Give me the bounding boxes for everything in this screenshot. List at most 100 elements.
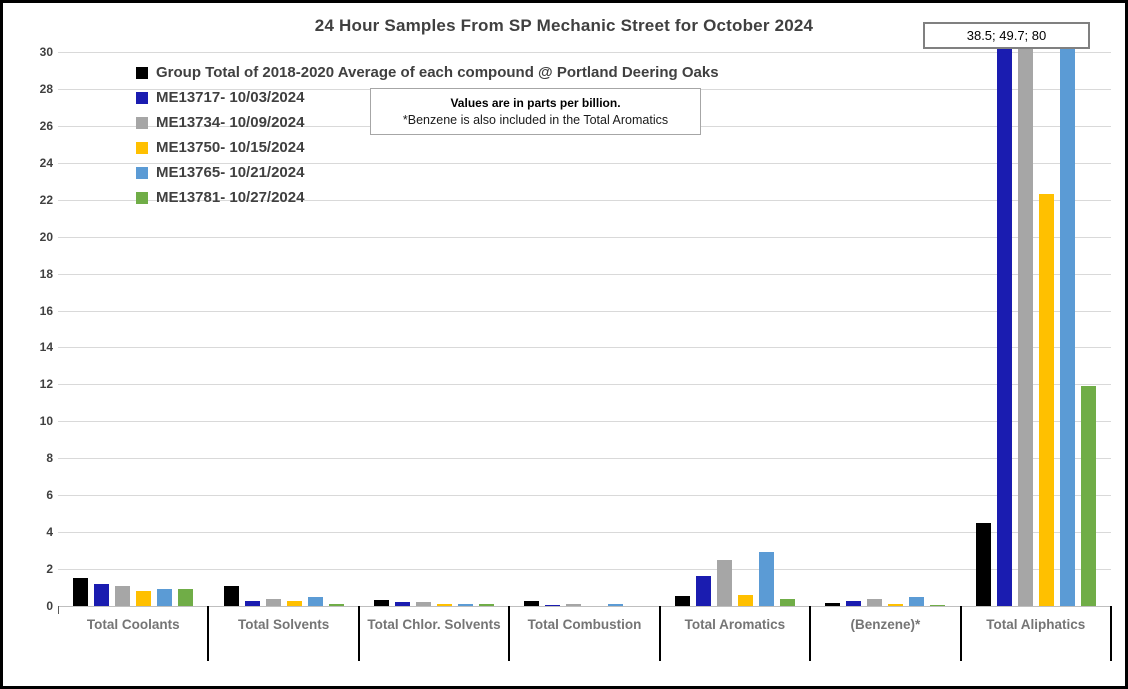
bar [716,559,732,606]
bar [1038,194,1054,606]
legend-label: Group Total of 2018-2020 Average of each… [156,64,719,81]
bar [1080,386,1096,606]
y-tick-label: 28 [39,81,53,96]
legend-swatch [136,91,148,104]
legend-item: ME13765- 10/21/2024 [136,160,719,185]
bar-group [58,52,208,606]
y-tick-label: 16 [39,303,53,318]
y-tick-label: 18 [39,266,53,281]
gridline [58,384,1111,386]
bar [178,589,194,606]
legend-label: ME13781- 10/27/2024 [156,189,305,206]
note-units-line: Values are in parts per billion. [450,96,621,110]
legend-item: ME13750- 10/15/2024 [136,135,719,160]
axis-edge-tick [58,606,59,614]
gridline [58,236,1111,238]
gridline [58,162,1111,164]
gridline [58,273,1111,275]
clipped-values-annotation: 38.5; 49.7; 80 [923,22,1090,49]
bar-group [509,52,659,606]
legend-label: ME13734- 10/09/2024 [156,114,305,131]
bar [416,602,432,606]
gridline [58,569,1111,571]
bar [115,585,131,606]
bar [566,604,582,606]
legend-item: ME13781- 10/27/2024 [136,185,719,210]
bar [930,605,946,606]
category-label: Total Chlor. Solvents [367,617,501,632]
bar [328,604,344,606]
y-tick-label: 8 [46,451,53,466]
x-axis-line [58,606,1111,607]
legend-item: ME13734- 10/09/2024 [136,110,719,135]
bar [395,602,411,606]
bar [825,603,841,606]
bar [867,598,883,606]
bar [1059,43,1075,606]
y-tick-label: 20 [39,229,53,244]
note-benzene-line: *Benzene is also included in the Total A… [402,113,669,127]
legend-swatch [136,166,148,179]
gridline [58,421,1111,423]
bar [737,594,753,606]
y-tick-label: 30 [39,45,53,59]
bar [73,578,89,606]
y-tick-label: 0 [46,599,53,613]
bar [244,601,260,606]
category-label: Total Coolants [86,617,180,632]
group-separator [959,606,962,661]
gridline [58,495,1111,497]
bar [437,604,453,606]
category-label: Total Aliphatics [986,617,1086,632]
category-label: Total Solvents [238,617,330,632]
bar [307,596,323,606]
bar [524,601,540,606]
legend: Group Total of 2018-2020 Average of each… [136,60,719,210]
bar [779,598,795,606]
bar [758,552,774,606]
gridline [58,532,1111,534]
y-tick-label: 4 [46,525,53,540]
bar [695,576,711,606]
category-label: Total Aromatics [684,617,786,632]
gridline [58,347,1111,349]
gridline [58,458,1111,460]
bar [157,589,173,606]
bar [674,595,690,606]
bar [94,583,110,606]
legend-label: ME13750- 10/15/2024 [156,139,305,156]
category-label: Total Combustion [527,617,642,632]
bar-group [810,52,960,606]
bar [608,604,624,606]
y-tick-label: 14 [39,340,53,355]
bar [458,604,474,606]
bar [545,605,561,606]
y-tick-label: 10 [39,414,53,429]
legend-swatch [136,191,148,204]
category-label: (Benzene)* [850,617,921,632]
bar-group [359,52,509,606]
legend-swatch [136,116,148,129]
bar-group [208,52,358,606]
bar [479,604,495,606]
y-tick-label: 22 [39,192,53,207]
bar [136,591,152,606]
group-separator [658,606,661,661]
bar [265,598,281,606]
legend-swatch [136,141,148,154]
y-tick-label: 26 [39,118,53,133]
bar-group [660,52,810,606]
group-separator [508,606,511,661]
y-tick-label: 2 [46,562,53,577]
group-separator [357,606,360,661]
legend-item: Group Total of 2018-2020 Average of each… [136,60,719,85]
bar [888,604,904,606]
legend-swatch [136,66,148,79]
y-tick-label: 24 [39,155,53,170]
bar [286,601,302,606]
bar [846,601,862,606]
gridline [58,310,1111,312]
note-box: Values are in parts per billion. *Benzen… [370,88,701,135]
legend-label: ME13765- 10/21/2024 [156,164,305,181]
bar [975,522,991,606]
